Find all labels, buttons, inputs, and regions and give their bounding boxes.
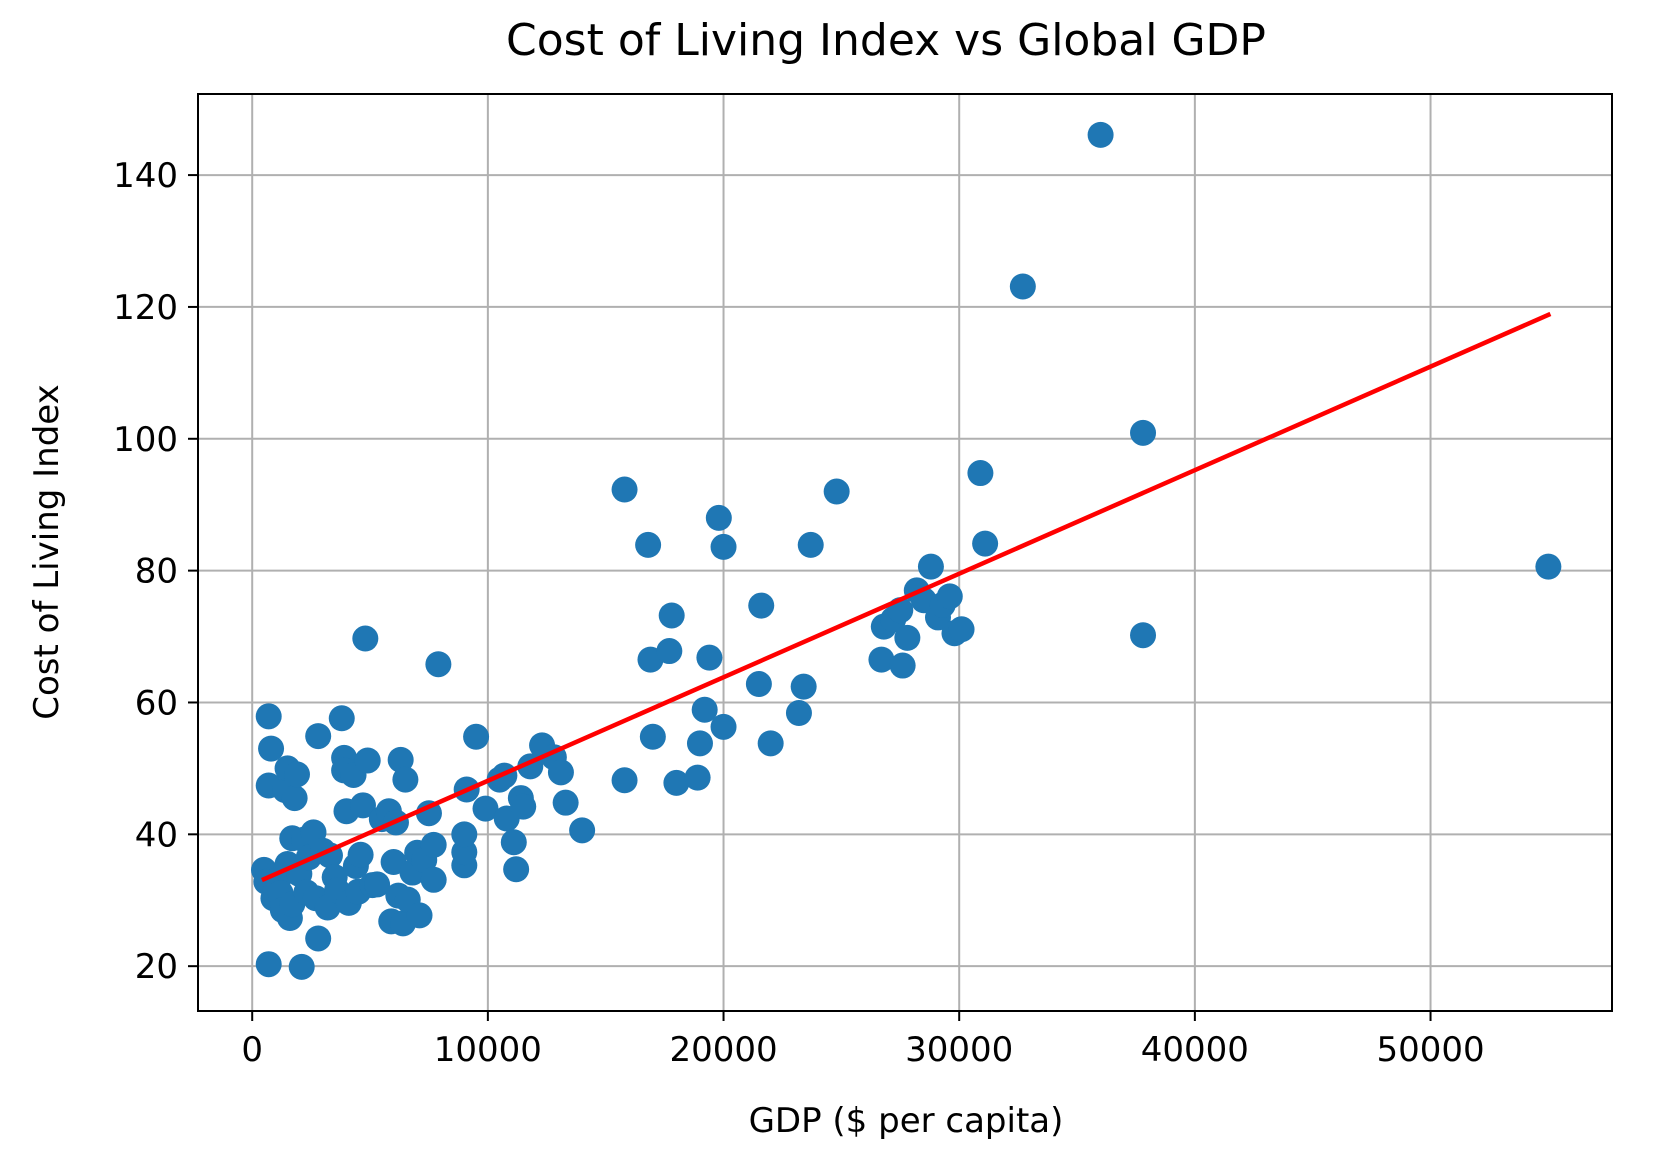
data-point — [797, 531, 824, 558]
data-point — [639, 723, 666, 750]
data-point — [364, 871, 391, 898]
data-point — [420, 866, 447, 893]
data-point — [611, 476, 638, 503]
x-tick-label: 30000 — [905, 1030, 1013, 1070]
data-point — [472, 795, 499, 822]
data-point — [785, 700, 812, 727]
data-point — [823, 478, 850, 505]
data-point — [283, 761, 310, 788]
data-point — [948, 616, 975, 643]
data-point — [972, 530, 999, 557]
data-point — [500, 829, 527, 856]
x-axis-label: GDP ($ per capita) — [749, 1101, 1064, 1141]
data-point — [552, 789, 579, 816]
data-point — [967, 460, 994, 487]
data-point — [894, 624, 921, 651]
x-axis-ticks: 0 10000 20000 30000 40000 50000 — [241, 1011, 1485, 1070]
x-tick-label: 10000 — [434, 1030, 542, 1070]
data-point — [258, 735, 285, 762]
data-point — [463, 723, 490, 750]
data-point — [748, 592, 775, 619]
data-point — [635, 531, 662, 558]
data-point — [354, 747, 381, 774]
data-point — [347, 841, 374, 868]
data-point — [255, 951, 282, 978]
data-point — [387, 746, 414, 773]
data-point — [710, 713, 737, 740]
chart-title: Cost of Living Index vs Global GDP — [506, 15, 1266, 66]
data-point — [1535, 553, 1562, 580]
plot-frame — [197, 93, 1613, 1012]
data-point — [705, 504, 732, 531]
y-tick-label: 20 — [135, 947, 178, 987]
data-point — [889, 652, 916, 679]
data-point — [288, 953, 315, 980]
data-point — [547, 759, 574, 786]
data-point — [503, 856, 530, 883]
data-point — [281, 785, 308, 812]
trend-line-group — [261, 311, 1552, 883]
data-point — [352, 625, 379, 652]
data-point — [425, 651, 452, 678]
data-point — [1087, 121, 1114, 148]
data-point — [451, 839, 478, 866]
data-point — [757, 730, 784, 757]
data-point — [936, 583, 963, 610]
data-point — [663, 769, 690, 796]
data-point — [790, 673, 817, 700]
grid — [198, 94, 1612, 1011]
data-point — [255, 703, 282, 730]
data-point — [611, 767, 638, 794]
data-point — [696, 644, 723, 671]
y-tick-label: 40 — [135, 815, 178, 855]
data-point — [684, 764, 711, 791]
x-tick-label: 0 — [241, 1030, 263, 1070]
data-point — [420, 831, 447, 858]
scatter-points — [250, 121, 1562, 980]
data-point — [328, 705, 355, 732]
x-tick-label: 20000 — [669, 1030, 777, 1070]
data-point — [406, 902, 433, 929]
x-tick-label: 40000 — [1141, 1030, 1249, 1070]
y-tick-label: 120 — [113, 288, 178, 328]
data-point — [686, 730, 713, 757]
data-point — [415, 800, 442, 827]
data-point — [745, 671, 772, 698]
data-point — [305, 925, 332, 952]
y-axis-ticks: 20 40 60 80 100 120 140 — [113, 156, 198, 987]
trend-line — [261, 311, 1552, 883]
data-point — [656, 638, 683, 665]
y-tick-label: 80 — [135, 552, 178, 592]
data-point — [1130, 622, 1157, 649]
data-point — [691, 696, 718, 723]
x-tick-label: 50000 — [1376, 1030, 1484, 1070]
data-point — [510, 793, 537, 820]
data-point — [451, 821, 478, 848]
y-tick-label: 140 — [113, 156, 178, 196]
data-point — [917, 553, 944, 580]
data-point — [1130, 419, 1157, 446]
data-point — [392, 766, 419, 793]
data-point — [305, 723, 332, 750]
y-axis-label: Cost of Living Index — [27, 384, 67, 719]
data-point — [658, 602, 685, 629]
y-tick-label: 100 — [113, 420, 178, 460]
data-point — [349, 792, 376, 819]
data-point — [710, 533, 737, 560]
data-point — [868, 646, 895, 673]
data-point — [1009, 273, 1036, 300]
y-tick-label: 60 — [135, 683, 178, 723]
data-point — [569, 817, 596, 844]
